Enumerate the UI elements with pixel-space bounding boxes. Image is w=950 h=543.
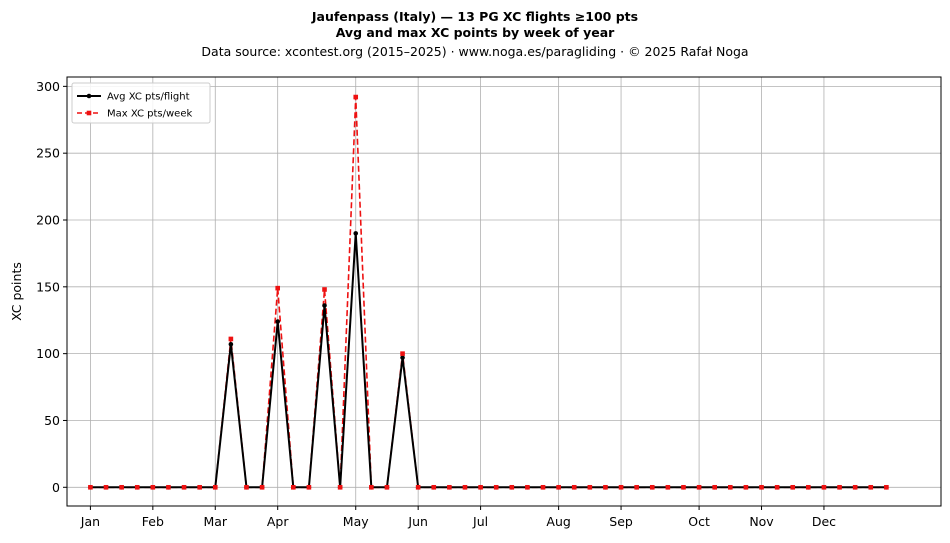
max-point <box>525 484 530 490</box>
max-point <box>228 336 234 342</box>
max-point <box>728 484 733 490</box>
x-tick-label: Dec <box>812 514 836 529</box>
max-point <box>743 484 749 490</box>
series-line-avg <box>90 233 887 489</box>
max-point <box>509 484 515 490</box>
max-point <box>415 484 421 490</box>
max-point <box>774 484 780 490</box>
max-point <box>353 94 359 100</box>
max-point <box>587 484 593 490</box>
max-point <box>556 484 561 490</box>
max-point <box>88 484 93 490</box>
max-point <box>369 484 374 490</box>
max-point <box>400 351 405 356</box>
x-tick-label: May <box>343 514 369 529</box>
y-tick-label: 100 <box>36 346 60 361</box>
max-point <box>603 484 608 490</box>
y-tick-label: 50 <box>44 413 60 428</box>
chart-title-line2: Avg and max XC points by week of year <box>336 25 615 40</box>
axis-ticks: 0 50 100 150 200 250 300 Jan Feb Mar Apr May Jun Jul A… <box>36 79 836 529</box>
max-point <box>759 484 764 490</box>
y-tick-label: 0 <box>52 480 60 495</box>
y-tick-label: 250 <box>36 146 60 161</box>
legend-marker-max <box>86 110 92 116</box>
max-point <box>868 484 874 490</box>
legend-box <box>71 82 211 124</box>
x-tick-label: Apr <box>267 514 289 529</box>
x-tick-label: Jan <box>80 514 100 529</box>
max-point <box>291 484 296 490</box>
x-tick-label: Feb <box>142 514 164 529</box>
max-point <box>571 484 577 490</box>
x-tick-label: Oct <box>688 514 710 529</box>
max-point <box>103 484 109 490</box>
max-point <box>181 484 187 490</box>
max-point <box>478 484 483 490</box>
grid <box>67 77 941 506</box>
x-tick-label: Aug <box>546 514 570 529</box>
max-point <box>275 285 280 291</box>
max-point <box>384 484 390 490</box>
max-point <box>119 484 124 490</box>
max-point <box>134 484 140 490</box>
max-point <box>244 484 249 490</box>
max-point <box>259 484 265 490</box>
max-point <box>806 484 811 490</box>
x-tick-label: Sep <box>609 514 633 529</box>
max-point <box>712 484 717 490</box>
avg-point <box>275 319 280 324</box>
max-point <box>540 484 546 490</box>
max-point <box>306 484 312 490</box>
max-point <box>665 484 671 490</box>
series-line-max <box>90 97 887 489</box>
max-point <box>431 484 437 490</box>
max-point <box>634 484 639 490</box>
max-point <box>493 484 499 490</box>
x-tick-label: Jun <box>407 514 428 529</box>
plot-frame <box>66 76 942 507</box>
max-point <box>821 484 827 490</box>
y-tick-label: 300 <box>36 79 60 94</box>
max-point <box>618 484 624 490</box>
max-point <box>212 484 218 490</box>
max-point <box>197 484 202 490</box>
chart-subtitle: Data source: xcontest.org (2015–2025) · … <box>201 44 748 59</box>
max-point <box>447 484 452 490</box>
max-point <box>166 484 171 490</box>
y-axis-label: XC points <box>9 262 24 321</box>
max-point <box>322 287 327 292</box>
max-point <box>852 484 858 490</box>
y-tick-label: 150 <box>36 279 60 294</box>
legend: Avg XC pts/flight Max XC pts/week <box>71 82 211 124</box>
y-tick-label: 200 <box>36 213 60 228</box>
avg-point <box>228 341 234 347</box>
max-point <box>681 484 686 490</box>
max-point <box>337 484 343 490</box>
max-point <box>884 484 889 490</box>
x-tick-label: Mar <box>203 514 227 529</box>
x-tick-label: Jul <box>472 514 488 529</box>
series-layer <box>88 94 889 490</box>
max-point <box>837 484 842 490</box>
chart-title: Jaufenpass (Italy) — 13 PG XC flights ≥1… <box>311 9 638 24</box>
max-point <box>649 484 655 490</box>
max-point <box>790 484 796 490</box>
avg-point <box>353 231 359 236</box>
legend-label-max: Max XC pts/week <box>107 109 192 120</box>
max-point <box>150 484 156 490</box>
legend-marker-avg <box>86 93 92 99</box>
avg-point <box>322 303 327 308</box>
max-point <box>696 484 702 490</box>
max-point <box>462 484 468 490</box>
x-tick-label: Nov <box>749 514 774 529</box>
avg-point <box>400 355 405 360</box>
legend-label-avg: Avg XC pts/flight <box>107 92 190 103</box>
